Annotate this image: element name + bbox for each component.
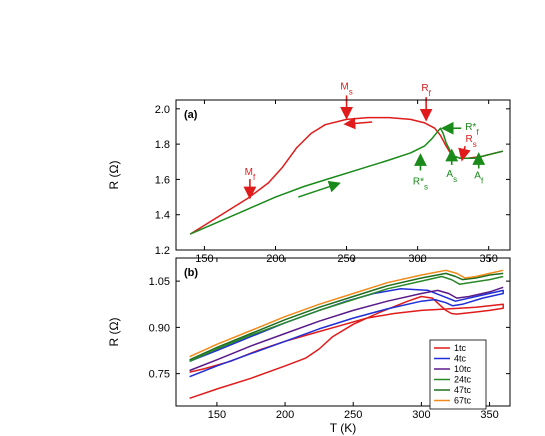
annotation-label: As [446, 169, 457, 184]
panel-b-y-axis-title: R (Ω) [107, 318, 121, 347]
panel-a-annotations: Ms Rf Mf RsR*f R*s As Af [243, 81, 486, 200]
panel-b-frame [175, 257, 511, 407]
y-tick-label: 0.75 [149, 369, 170, 381]
annotation-label: Rf [421, 83, 431, 98]
panel-b: 150 200 250 300 350 0.75 0.90 1.05 (b) R (Ω) T … [107, 257, 511, 435]
series-line-24tc [189, 275, 504, 362]
y-tick-label: 2.0 [155, 104, 170, 116]
series-line-1tc [189, 295, 504, 400]
y-tick-label: 1.6 [155, 174, 170, 186]
series-line-47tc [189, 272, 504, 361]
legend-label-4tc: 4tc [454, 354, 467, 364]
annotation-label: Ms [340, 81, 352, 96]
annotation-arrow [458, 146, 471, 162]
panel-a-frame [175, 99, 511, 251]
x-tick-label: 250 [344, 409, 362, 421]
annotation-label: R*f [465, 122, 479, 137]
annotation-label: R*s [413, 176, 428, 191]
legend-label-10tc: 10tc [454, 364, 472, 374]
annotation-label: Af [474, 170, 484, 185]
y-tick-label: 1.2 [155, 245, 170, 257]
series-line-10tc [189, 286, 504, 372]
x-tick-label: 350 [480, 253, 498, 265]
series-line-67tc [189, 269, 504, 358]
panel-a-ticks: 150 200 250 300 350 1.2 1.4 1.6 1.8 2.0 [155, 100, 510, 265]
legend-box [429, 339, 487, 410]
y-tick-label: 0.90 [149, 322, 170, 334]
panel-a-y-axis-title: R (Ω) [107, 161, 121, 190]
y-tick-label: 1.4 [155, 210, 170, 222]
x-tick-label: 200 [276, 409, 294, 421]
y-tick-label: 1.8 [155, 139, 170, 151]
panel-a-label: (a) [184, 109, 198, 121]
legend-label-67tc: 67tc [454, 396, 472, 406]
x-tick-label: 250 [337, 253, 355, 265]
panel-b-x-axis-title: T (K) [330, 421, 356, 435]
legend-label-1tc: 1tc [454, 343, 467, 353]
x-tick-label: 350 [480, 409, 498, 421]
legend-label-24tc: 24tc [454, 375, 472, 385]
annotation-label: Rs [465, 134, 476, 149]
y-tick-label: 1.05 [149, 276, 170, 288]
panel-b-series [189, 269, 504, 400]
cooling-direction-arrow [343, 117, 373, 130]
x-tick-label: 300 [412, 409, 430, 421]
x-tick-label: 150 [208, 409, 226, 421]
x-tick-label: 300 [408, 253, 426, 265]
x-tick-label: 150 [195, 253, 213, 265]
heating-direction-arrow [297, 180, 341, 198]
legend-label-47tc: 47tc [454, 385, 472, 395]
panel-b-ticks: 150 200 250 300 350 0.75 0.90 1.05 [149, 258, 510, 421]
annotation-label: Mf [245, 167, 256, 182]
x-tick-label: 200 [266, 253, 284, 265]
panel-b-label: (b) [184, 267, 198, 279]
